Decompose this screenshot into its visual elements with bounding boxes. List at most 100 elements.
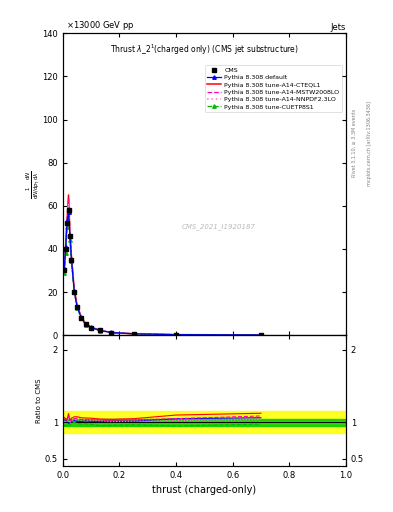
Pythia 8.308 tune-CUETP8S1 <box>259 332 263 338</box>
Pythia 8.308 tune-CUETP8S1 <box>72 289 77 295</box>
Pythia 8.308 default <box>89 325 94 331</box>
Pythia 8.308 tune-CUETP8S1 <box>108 330 113 336</box>
Pythia 8.308 default <box>63 244 68 250</box>
X-axis label: thrust (charged-only): thrust (charged-only) <box>152 485 256 495</box>
Pythia 8.308 tune-CUETP8S1 <box>131 331 136 337</box>
Pythia 8.308 tune-A14-CTEQL1 <box>75 302 79 308</box>
Pythia 8.308 tune-A14-CTEQL1 <box>79 314 84 320</box>
Pythia 8.308 tune-CUETP8S1 <box>174 332 178 338</box>
Pythia 8.308 tune-A14-NNPDF2.3LO <box>72 287 77 293</box>
Pythia 8.308 default <box>65 218 70 224</box>
Pythia 8.308 tune-CUETP8S1 <box>75 305 79 311</box>
Line: Pythia 8.308 tune-CUETP8S1: Pythia 8.308 tune-CUETP8S1 <box>62 210 263 337</box>
Text: CMS_2021_I1920187: CMS_2021_I1920187 <box>182 223 255 230</box>
Line: Pythia 8.308 tune-A14-MSTW2008LO: Pythia 8.308 tune-A14-MSTW2008LO <box>64 199 261 335</box>
Pythia 8.308 tune-A14-CTEQL1 <box>66 192 71 198</box>
Pythia 8.308 default <box>69 255 74 262</box>
Y-axis label: Ratio to CMS: Ratio to CMS <box>36 378 42 423</box>
Pythia 8.308 tune-A14-NNPDF2.3LO <box>75 303 79 309</box>
Pythia 8.308 tune-A14-CTEQL1 <box>83 321 88 327</box>
Pythia 8.308 default <box>72 288 77 294</box>
Pythia 8.308 tune-A14-MSTW2008LO <box>75 303 79 309</box>
Pythia 8.308 tune-A14-MSTW2008LO <box>97 327 102 333</box>
Pythia 8.308 default <box>174 332 178 338</box>
Pythia 8.308 tune-A14-CTEQL1 <box>65 216 70 222</box>
Text: Rivet 3.1.10, ≥ 3.3M events: Rivet 3.1.10, ≥ 3.3M events <box>352 109 357 178</box>
Pythia 8.308 default <box>97 327 102 333</box>
Pythia 8.308 default <box>66 209 71 216</box>
Pythia 8.308 tune-A14-NNPDF2.3LO <box>97 327 102 333</box>
Line: Pythia 8.308 tune-A14-NNPDF2.3LO: Pythia 8.308 tune-A14-NNPDF2.3LO <box>64 204 261 335</box>
Pythia 8.308 tune-A14-CTEQL1 <box>89 324 94 330</box>
Pythia 8.308 tune-A14-NNPDF2.3LO <box>66 201 71 207</box>
Pythia 8.308 tune-A14-CTEQL1 <box>131 331 136 337</box>
CMS <box>79 315 84 321</box>
Pythia 8.308 tune-A14-NNPDF2.3LO <box>174 332 178 338</box>
Pythia 8.308 tune-A14-NNPDF2.3LO <box>131 331 136 337</box>
CMS <box>108 329 113 335</box>
CMS <box>89 325 94 331</box>
Pythia 8.308 default <box>79 314 84 321</box>
Text: mcplots.cern.ch [arXiv:1306.3436]: mcplots.cern.ch [arXiv:1306.3436] <box>367 101 373 186</box>
Pythia 8.308 tune-CUETP8S1 <box>62 269 67 275</box>
Pythia 8.308 default <box>75 304 79 310</box>
Pythia 8.308 tune-A14-NNPDF2.3LO <box>79 314 84 321</box>
Pythia 8.308 tune-A14-MSTW2008LO <box>69 254 74 260</box>
Pythia 8.308 tune-A14-NNPDF2.3LO <box>89 324 94 330</box>
Pythia 8.308 tune-A14-MSTW2008LO <box>65 217 70 223</box>
Pythia 8.308 tune-A14-MSTW2008LO <box>72 287 77 293</box>
Pythia 8.308 default <box>259 332 263 338</box>
Pythia 8.308 default <box>83 321 88 327</box>
Pythia 8.308 tune-A14-CTEQL1 <box>72 286 77 292</box>
CMS <box>69 257 74 263</box>
Pythia 8.308 tune-A14-NNPDF2.3LO <box>65 219 70 225</box>
Pythia 8.308 tune-CUETP8S1 <box>79 315 84 322</box>
Line: CMS: CMS <box>62 208 263 337</box>
CMS <box>97 327 102 333</box>
CMS <box>72 289 77 295</box>
Y-axis label: $\frac{1}{\mathrm{d}N/\mathrm{d}p_\mathrm{T}}\frac{\mathrm{d}N}{\mathrm{d}\lambd: $\frac{1}{\mathrm{d}N/\mathrm{d}p_\mathr… <box>24 170 41 199</box>
Text: Jets: Jets <box>331 23 346 32</box>
Pythia 8.308 tune-CUETP8S1 <box>83 322 88 328</box>
Pythia 8.308 tune-A14-MSTW2008LO <box>66 196 71 202</box>
Pythia 8.308 tune-A14-NNPDF2.3LO <box>62 266 67 272</box>
CMS <box>174 332 178 338</box>
Pythia 8.308 tune-A14-NNPDF2.3LO <box>69 255 74 261</box>
Pythia 8.308 tune-A14-MSTW2008LO <box>62 264 67 270</box>
Pythia 8.308 tune-A14-NNPDF2.3LO <box>83 321 88 327</box>
CMS <box>75 304 79 310</box>
Pythia 8.308 tune-A14-MSTW2008LO <box>63 243 68 249</box>
Text: Thrust $\lambda\_2^1$(charged only) (CMS jet substructure): Thrust $\lambda\_2^1$(charged only) (CMS… <box>110 42 299 57</box>
Pythia 8.308 tune-CUETP8S1 <box>68 237 72 243</box>
Pythia 8.308 tune-A14-CTEQL1 <box>69 252 74 259</box>
Pythia 8.308 tune-A14-CTEQL1 <box>63 242 68 248</box>
Pythia 8.308 default <box>131 331 136 337</box>
Pythia 8.308 tune-A14-MSTW2008LO <box>89 324 94 330</box>
Pythia 8.308 tune-A14-NNPDF2.3LO <box>68 234 72 240</box>
Pythia 8.308 tune-A14-NNPDF2.3LO <box>108 329 113 335</box>
Pythia 8.308 tune-A14-MSTW2008LO <box>131 331 136 337</box>
Pythia 8.308 tune-A14-MSTW2008LO <box>108 329 113 335</box>
Pythia 8.308 tune-CUETP8S1 <box>63 250 68 257</box>
Pythia 8.308 tune-A14-NNPDF2.3LO <box>63 245 68 251</box>
Pythia 8.308 tune-CUETP8S1 <box>65 224 70 230</box>
Pythia 8.308 tune-CUETP8S1 <box>66 209 71 216</box>
Pythia 8.308 tune-A14-MSTW2008LO <box>174 332 178 338</box>
CMS <box>65 220 70 226</box>
CMS <box>83 321 88 327</box>
Line: Pythia 8.308 default: Pythia 8.308 default <box>62 210 263 337</box>
Legend: CMS, Pythia 8.308 default, Pythia 8.308 tune-A14-CTEQL1, Pythia 8.308 tune-A14-M: CMS, Pythia 8.308 default, Pythia 8.308 … <box>205 65 342 112</box>
Pythia 8.308 tune-CUETP8S1 <box>69 258 74 264</box>
Pythia 8.308 tune-CUETP8S1 <box>97 328 102 334</box>
Pythia 8.308 tune-A14-CTEQL1 <box>68 231 72 237</box>
CMS <box>131 331 136 337</box>
CMS <box>66 207 71 213</box>
Pythia 8.308 tune-A14-CTEQL1 <box>97 327 102 333</box>
Pythia 8.308 default <box>108 329 113 335</box>
Pythia 8.308 tune-A14-MSTW2008LO <box>83 321 88 327</box>
Pythia 8.308 tune-A14-MSTW2008LO <box>259 332 263 338</box>
Pythia 8.308 default <box>68 233 72 239</box>
Line: Pythia 8.308 tune-A14-CTEQL1: Pythia 8.308 tune-A14-CTEQL1 <box>64 195 261 335</box>
CMS <box>63 246 68 252</box>
CMS <box>68 233 72 239</box>
